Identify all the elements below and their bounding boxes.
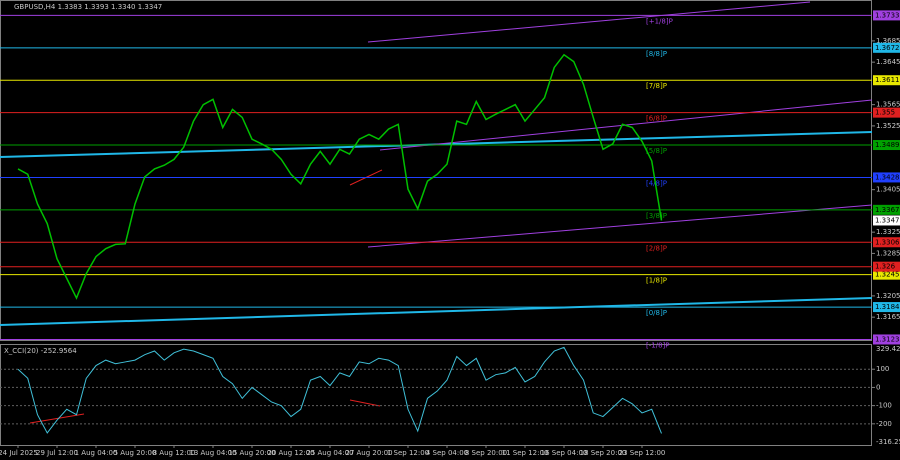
level-price: 1.3733 (875, 11, 900, 19)
level-label: [0/8]P (646, 309, 667, 317)
level-price: 1.3184 (875, 303, 900, 311)
level-price-box (873, 334, 900, 345)
y-tick-label: -200 (876, 420, 892, 428)
channel-line (367, 1, 811, 43)
current-price-box (873, 215, 900, 226)
cci-line (17, 346, 662, 434)
level-price-box (873, 140, 900, 151)
y-tick-label: 1.3405 (876, 186, 900, 194)
level-price: 1.3245 (875, 271, 900, 279)
x-tick-label: 20 Aug 12:00 (267, 449, 314, 457)
level-price: 1.3489 (875, 141, 900, 149)
level-price: 1.326 (875, 263, 896, 271)
level-label: [6/8]P (646, 115, 667, 123)
level-label: [7/8]P (646, 82, 667, 90)
level-price-box (873, 204, 900, 215)
level-price-box (873, 269, 900, 280)
level-price: 1.3123 (875, 335, 900, 343)
level-price: 1.3367 (875, 206, 900, 214)
level-price-box (873, 237, 900, 248)
cci-frame (0, 344, 872, 446)
x-tick-label: 29 Jul 12:00 (36, 449, 78, 457)
level-price-box (873, 10, 900, 21)
level-price: 1.3611 (875, 76, 900, 84)
level-price-box (873, 302, 900, 313)
level-label: [2/8]P (646, 244, 667, 252)
channel-line (367, 204, 873, 248)
x-tick-label: 8 Sep 20:00 (465, 449, 507, 457)
y-tick-label: 1.3685 (876, 37, 900, 45)
x-tick-label: 16 Sep 04:00 (541, 449, 588, 457)
level-label: [5/8]P (646, 147, 667, 155)
x-tick-label: 5 Aug 20:00 (114, 449, 157, 457)
scale-min: -316.257 (876, 438, 900, 446)
level-price-box (873, 172, 900, 183)
chart-title: GBPUSD,H4 1.3383 1.3393 1.3340 1.3347 (14, 3, 162, 11)
level-price-box (873, 42, 900, 53)
level-label: [-1/8]P (646, 341, 669, 349)
level-label: [1/8]P (646, 277, 667, 285)
price-line (17, 53, 663, 300)
current-price: 1.3347 (875, 216, 900, 224)
y-tick-label: 1.3165 (876, 313, 900, 321)
level-price: 1.355 (875, 109, 895, 117)
level-price-box (873, 75, 900, 86)
x-tick-label: 24 Jul 2025 (0, 449, 38, 457)
x-tick-label: 11 Sep 12:00 (502, 449, 549, 457)
indicator-title: X_CCI(20) -252.9564 (4, 347, 77, 355)
level-price: 1.3428 (875, 173, 900, 181)
y-tick-label: 1.3565 (876, 101, 900, 109)
level-label: [3/8]P (646, 212, 667, 220)
x-tick-label: 25 Aug 04:00 (306, 449, 353, 457)
level-label: [4/8]P (646, 179, 667, 187)
y-tick-label: 1.3285 (876, 249, 900, 257)
level-label: [+1/8]P (646, 17, 673, 25)
y-tick-label: -100 (876, 402, 892, 410)
trend-line (0, 297, 873, 326)
y-tick-label: 0 (876, 383, 880, 391)
level-price: 1.3672 (875, 44, 900, 52)
x-tick-label: 13 Aug 04:00 (189, 449, 236, 457)
y-tick-label: 1.3525 (876, 122, 900, 130)
y-tick-label: 100 (876, 365, 889, 373)
x-tick-label: 18 Sep 20:00 (580, 449, 627, 457)
scale-max: 329.429 (876, 345, 900, 353)
x-tick-label: 1 Sep 12:00 (387, 449, 429, 457)
y-tick-label: 1.3645 (876, 58, 900, 66)
x-tick-label: 23 Sep 12:00 (619, 449, 666, 457)
x-tick-label: 1 Aug 04:00 (75, 449, 118, 457)
x-tick-label: 8 Aug 12:00 (153, 449, 196, 457)
level-price: 1.3306 (875, 238, 900, 246)
divergence-line (29, 413, 85, 424)
divergence-line (349, 399, 381, 407)
level-label: [8/8]P (646, 50, 667, 58)
level-price-box (873, 107, 900, 118)
x-tick-label: 27 Aug 20:00 (345, 449, 392, 457)
level-price-box (873, 261, 900, 272)
y-tick-label: 1.3205 (876, 292, 900, 300)
price-frame (0, 0, 872, 341)
x-tick-label: 4 Sep 04:00 (426, 449, 468, 457)
x-tick-label: 15 Aug 20:00 (228, 449, 275, 457)
y-tick-label: 1.3325 (876, 228, 900, 236)
